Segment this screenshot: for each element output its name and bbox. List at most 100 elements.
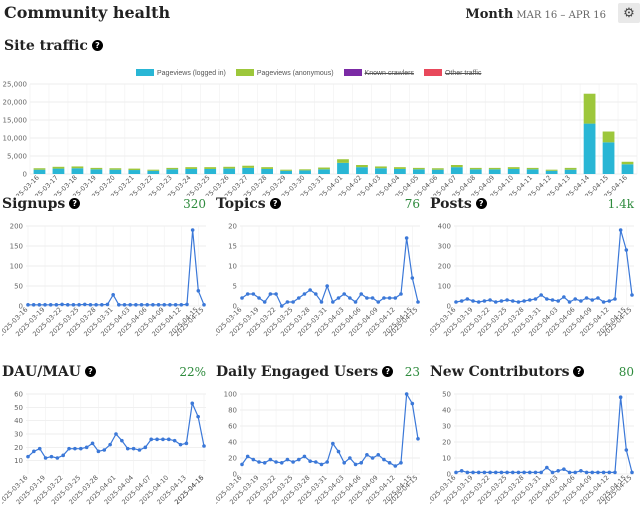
- legend-item[interactable]: Pageviews (logged in): [136, 69, 226, 77]
- traffic-bar[interactable]: [507, 167, 520, 169]
- data-point[interactable]: [65, 303, 70, 307]
- data-point[interactable]: [562, 295, 566, 299]
- data-point[interactable]: [601, 300, 606, 304]
- data-point[interactable]: [262, 300, 267, 304]
- data-point[interactable]: [37, 303, 42, 307]
- data-point[interactable]: [77, 303, 81, 307]
- data-point[interactable]: [139, 303, 144, 307]
- data-point[interactable]: [143, 445, 148, 450]
- data-point[interactable]: [465, 297, 470, 301]
- data-point[interactable]: [128, 303, 132, 307]
- data-point[interactable]: [114, 432, 118, 436]
- traffic-bar[interactable]: [621, 164, 634, 174]
- data-point[interactable]: [596, 470, 600, 475]
- data-point[interactable]: [268, 292, 273, 296]
- data-point[interactable]: [404, 392, 409, 396]
- data-point[interactable]: [274, 460, 278, 464]
- gear-icon[interactable]: ⚙: [618, 3, 640, 23]
- data-point[interactable]: [579, 299, 583, 303]
- data-point[interactable]: [202, 444, 206, 448]
- traffic-bar[interactable]: [469, 167, 482, 170]
- data-point[interactable]: [601, 470, 606, 475]
- data-point[interactable]: [179, 303, 184, 307]
- data-point[interactable]: [556, 469, 560, 473]
- data-point[interactable]: [31, 303, 36, 307]
- data-point[interactable]: [319, 300, 324, 304]
- data-point[interactable]: [488, 298, 492, 302]
- data-point[interactable]: [137, 448, 142, 452]
- data-point[interactable]: [331, 300, 335, 304]
- data-point[interactable]: [376, 453, 381, 457]
- data-point[interactable]: [365, 453, 369, 457]
- traffic-bar[interactable]: [90, 169, 103, 174]
- data-point[interactable]: [590, 470, 595, 475]
- data-point[interactable]: [404, 236, 409, 240]
- data-point[interactable]: [37, 446, 42, 451]
- data-point[interactable]: [71, 303, 76, 307]
- data-point[interactable]: [416, 300, 420, 304]
- data-point[interactable]: [607, 299, 612, 303]
- data-point[interactable]: [348, 456, 352, 460]
- data-point[interactable]: [54, 303, 59, 307]
- data-point[interactable]: [630, 470, 634, 475]
- data-point[interactable]: [539, 470, 543, 475]
- data-point[interactable]: [376, 300, 381, 304]
- data-point[interactable]: [365, 296, 369, 300]
- data-point[interactable]: [274, 292, 278, 296]
- data-point[interactable]: [579, 469, 583, 473]
- data-point[interactable]: [240, 462, 244, 467]
- data-point[interactable]: [613, 470, 617, 475]
- data-point[interactable]: [185, 302, 189, 307]
- data-point[interactable]: [336, 296, 341, 300]
- data-point[interactable]: [245, 454, 250, 459]
- data-point[interactable]: [471, 470, 475, 475]
- data-point[interactable]: [528, 298, 532, 302]
- data-point[interactable]: [510, 299, 515, 303]
- data-point[interactable]: [291, 460, 295, 464]
- data-point[interactable]: [279, 304, 284, 308]
- data-point[interactable]: [120, 438, 124, 443]
- traffic-bar[interactable]: [261, 168, 273, 174]
- data-point[interactable]: [43, 456, 48, 460]
- data-point[interactable]: [567, 300, 572, 304]
- data-point[interactable]: [533, 297, 538, 301]
- data-point[interactable]: [125, 446, 130, 451]
- data-point[interactable]: [67, 446, 71, 451]
- data-point[interactable]: [90, 441, 95, 446]
- data-point[interactable]: [262, 461, 267, 465]
- data-point[interactable]: [161, 437, 165, 442]
- traffic-bar[interactable]: [147, 170, 160, 174]
- traffic-bar[interactable]: [450, 167, 463, 174]
- data-point[interactable]: [190, 401, 195, 406]
- traffic-bar[interactable]: [318, 169, 330, 174]
- data-point[interactable]: [268, 457, 273, 462]
- help-icon[interactable]: ?: [573, 366, 585, 377]
- data-point[interactable]: [342, 292, 346, 296]
- data-point[interactable]: [96, 449, 101, 454]
- data-point[interactable]: [476, 300, 481, 304]
- help-icon[interactable]: ?: [84, 366, 96, 377]
- period-selector[interactable]: Month MAR 16 – APR 16: [465, 7, 606, 22]
- traffic-bar[interactable]: [318, 167, 330, 170]
- traffic-bar[interactable]: [488, 167, 501, 170]
- traffic-bar[interactable]: [545, 170, 558, 174]
- data-point[interactable]: [471, 299, 475, 303]
- traffic-bar[interactable]: [52, 168, 65, 174]
- data-point[interactable]: [359, 461, 364, 465]
- traffic-bar[interactable]: [337, 162, 349, 174]
- data-point[interactable]: [370, 296, 375, 300]
- traffic-bar[interactable]: [33, 169, 46, 174]
- data-point[interactable]: [499, 470, 504, 475]
- traffic-bar[interactable]: [147, 169, 160, 171]
- data-point[interactable]: [314, 292, 318, 296]
- data-point[interactable]: [348, 296, 352, 300]
- data-point[interactable]: [155, 437, 159, 442]
- data-point[interactable]: [516, 470, 521, 475]
- traffic-bar[interactable]: [507, 168, 520, 174]
- traffic-bar[interactable]: [242, 167, 255, 174]
- data-point[interactable]: [353, 462, 358, 467]
- data-point[interactable]: [117, 303, 121, 307]
- data-point[interactable]: [162, 303, 167, 307]
- data-point[interactable]: [82, 302, 87, 307]
- traffic-bar[interactable]: [280, 169, 292, 171]
